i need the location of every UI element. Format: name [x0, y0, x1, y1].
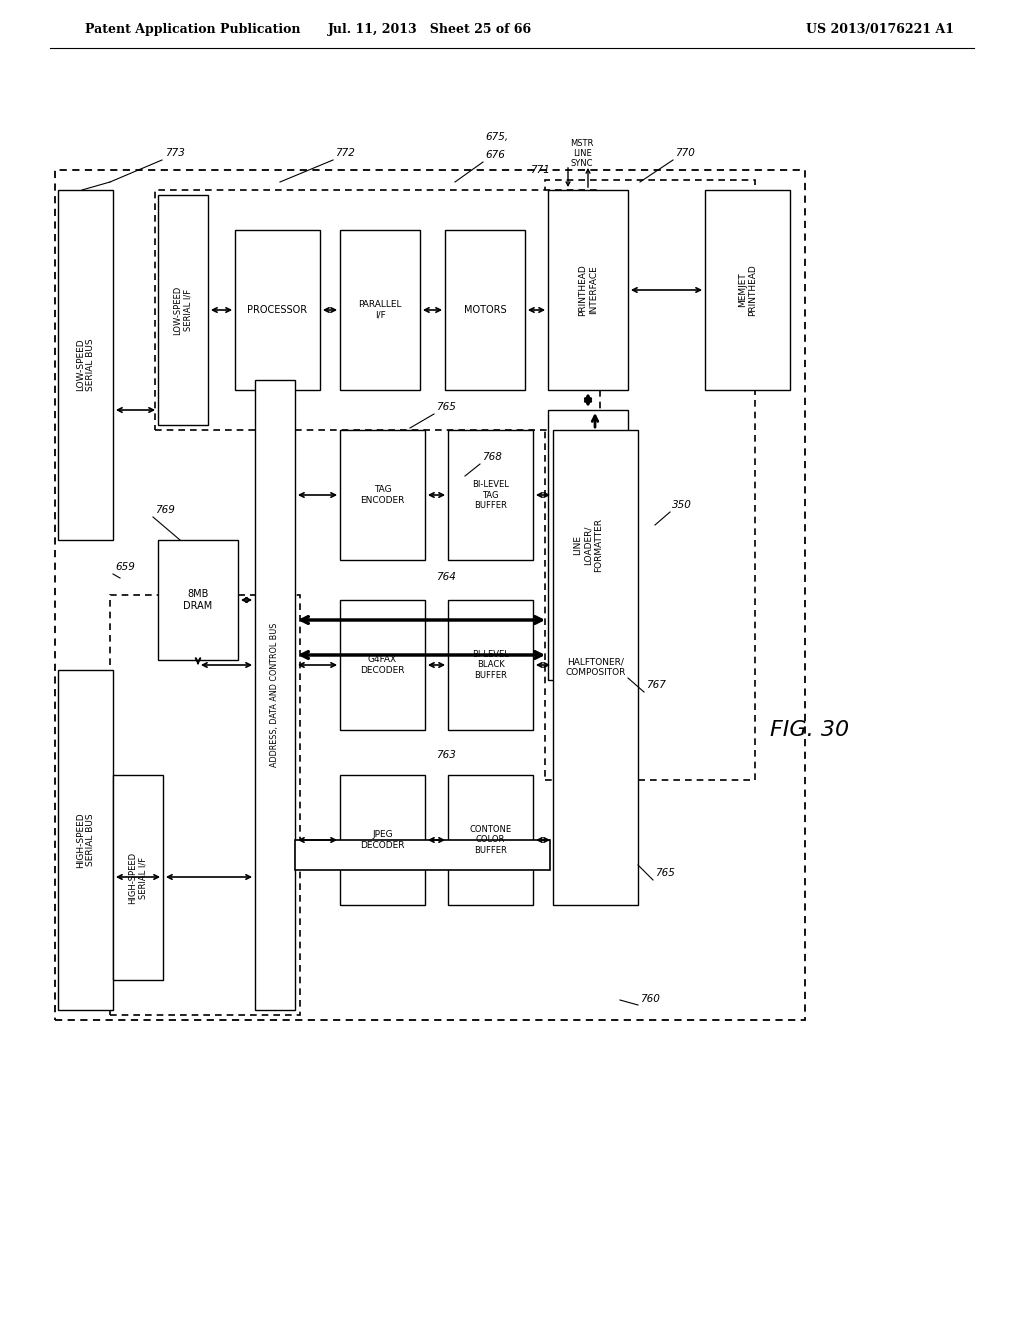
Bar — [158, 195, 208, 425]
Text: 765: 765 — [436, 403, 456, 412]
Text: 765: 765 — [655, 869, 675, 878]
Text: 676: 676 — [485, 150, 505, 160]
Text: US 2013/0176221 A1: US 2013/0176221 A1 — [806, 24, 954, 37]
Text: 772: 772 — [335, 148, 355, 158]
Text: LOW-SPEED
SERIAL BUS: LOW-SPEED SERIAL BUS — [76, 339, 95, 391]
Text: BI-LEVEL
BLACK
BUFFER: BI-LEVEL BLACK BUFFER — [472, 649, 509, 680]
Bar — [113, 775, 163, 979]
Text: 770: 770 — [675, 148, 695, 158]
Bar — [158, 540, 238, 660]
Text: MOTORS: MOTORS — [464, 305, 506, 315]
Bar — [55, 170, 805, 1020]
Bar — [340, 775, 425, 906]
Bar — [548, 411, 628, 680]
Bar — [340, 430, 425, 560]
Text: MEMJET
PRINTHEAD: MEMJET PRINTHEAD — [738, 264, 757, 315]
Text: LOW-SPEED
SERIAL I/F: LOW-SPEED SERIAL I/F — [173, 285, 193, 335]
Text: HIGH-SPEED
SERIAL BUS: HIGH-SPEED SERIAL BUS — [76, 812, 95, 867]
Text: LINE: LINE — [572, 149, 592, 158]
Text: BI-LEVEL
TAG
BUFFER: BI-LEVEL TAG BUFFER — [472, 480, 509, 510]
Bar — [58, 190, 113, 540]
Bar — [548, 190, 628, 389]
Bar — [449, 430, 534, 560]
Bar — [340, 601, 425, 730]
Text: 769: 769 — [155, 506, 175, 515]
Text: SYNC: SYNC — [570, 158, 593, 168]
Text: PARALLEL
I/F: PARALLEL I/F — [358, 300, 401, 319]
Text: LINE
LOADER/
FORMATTER: LINE LOADER/ FORMATTER — [573, 517, 603, 572]
Bar — [449, 775, 534, 906]
Bar — [545, 180, 755, 780]
Bar — [449, 601, 534, 730]
Bar — [155, 190, 600, 430]
Text: G4FAX
DECODER: G4FAX DECODER — [360, 655, 404, 675]
Text: JPEG
DECODER: JPEG DECODER — [360, 830, 404, 850]
Text: PROCESSOR: PROCESSOR — [248, 305, 307, 315]
Text: 767: 767 — [646, 680, 666, 690]
Bar — [340, 230, 420, 389]
Bar — [58, 671, 113, 1010]
Text: 771: 771 — [530, 165, 550, 176]
Text: 760: 760 — [640, 994, 659, 1005]
Text: TAG
ENCODER: TAG ENCODER — [360, 486, 404, 504]
Text: Jul. 11, 2013   Sheet 25 of 66: Jul. 11, 2013 Sheet 25 of 66 — [328, 24, 532, 37]
Text: 350: 350 — [672, 500, 692, 510]
Bar — [255, 380, 295, 1010]
Bar — [705, 190, 790, 389]
Text: Patent Application Publication: Patent Application Publication — [85, 24, 300, 37]
Text: ADDRESS, DATA AND CONTROL BUS: ADDRESS, DATA AND CONTROL BUS — [270, 623, 280, 767]
Text: 773: 773 — [165, 148, 185, 158]
Text: 675,: 675, — [485, 132, 508, 143]
Text: 8MB
DRAM: 8MB DRAM — [183, 589, 213, 611]
Text: 763: 763 — [436, 750, 456, 760]
Bar — [295, 840, 550, 870]
Text: MSTR: MSTR — [570, 139, 594, 148]
Bar — [553, 430, 638, 906]
Text: HALFTONER/
COMPOSITOR: HALFTONER/ COMPOSITOR — [565, 657, 626, 677]
Bar — [445, 230, 525, 389]
Text: 764: 764 — [436, 572, 456, 582]
Text: FIG. 30: FIG. 30 — [770, 719, 849, 741]
Bar — [234, 230, 319, 389]
Bar — [110, 595, 300, 1015]
Text: 659: 659 — [115, 562, 135, 572]
Text: CONTONE
COLOR
BUFFER: CONTONE COLOR BUFFER — [469, 825, 512, 855]
Text: PRINTHEAD
INTERFACE: PRINTHEAD INTERFACE — [579, 264, 598, 315]
Text: HIGH-SPEED
SERIAL I/F: HIGH-SPEED SERIAL I/F — [128, 851, 147, 904]
Text: 768: 768 — [482, 451, 502, 462]
